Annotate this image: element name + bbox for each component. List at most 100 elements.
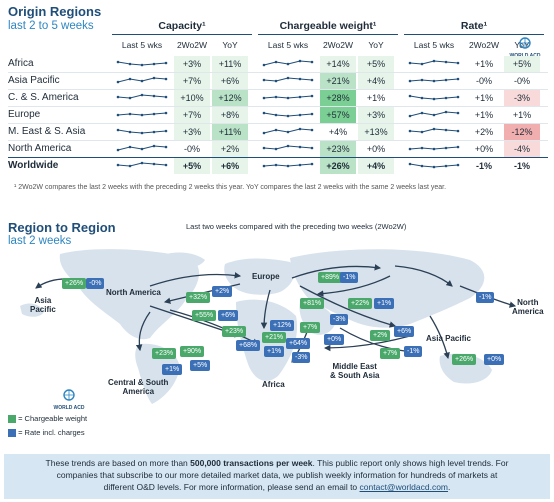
sparkline <box>262 127 314 135</box>
legend-rate: = Rate incl. charges <box>8 428 85 438</box>
contact-email-link[interactable]: contact@worldacd.com <box>359 482 449 492</box>
weight-change-tag: +23% <box>222 326 247 337</box>
label-central-south-america: Central & South America <box>108 378 169 396</box>
sparkline <box>262 94 314 100</box>
sparkline <box>116 111 168 117</box>
banner-line-3: different O&D levels. For more informati… <box>103 482 451 492</box>
map-caption: Last two weeks compared with the precedi… <box>186 222 407 231</box>
row-label: North America <box>8 143 72 154</box>
rate-change-tag: +1% <box>162 364 183 375</box>
globe-icon <box>63 389 75 401</box>
cell-rate-2w: +2% <box>474 127 494 137</box>
legend-blue-swatch <box>8 429 16 438</box>
origin-title: Origin Regions <box>8 4 102 19</box>
legend-blue-label: = Rate incl. charges <box>18 428 85 437</box>
legend-weight: = Chargeable weight <box>8 414 87 424</box>
rate-rule <box>404 34 544 35</box>
cell-rate-yoy: -12% <box>504 124 540 140</box>
sparkline <box>408 162 460 169</box>
cell-rate-yoy: +5% <box>504 56 540 72</box>
rate-last5-head: Last 5 wks <box>413 40 455 50</box>
sparkline <box>262 59 314 67</box>
sparkline <box>408 110 460 118</box>
sparkline <box>116 76 168 84</box>
label-middle-east: Middle East & South Asia <box>330 362 380 380</box>
weight-change-tag: +32% <box>186 292 211 303</box>
sparkline <box>408 59 460 66</box>
sparkline <box>408 94 460 101</box>
rate-change-tag: +12% <box>270 320 295 331</box>
cell-wt-2w: +21% <box>320 73 356 89</box>
weight-change-tag: +26% <box>452 354 477 365</box>
cell-rate-2w: +0% <box>474 144 494 154</box>
cell-wt-yoy: +1% <box>366 93 386 103</box>
cell-wt-2w: +23% <box>320 141 356 157</box>
cell-cap-yoy: +2% <box>212 141 248 157</box>
row-divider <box>8 89 548 90</box>
cell-cap-yoy: +12% <box>212 90 248 106</box>
cell-wt-2w: +14% <box>320 56 356 72</box>
label-asia-pacific-left: Asia Pacific <box>30 296 56 314</box>
cell-rate-yoy: -3% <box>504 90 540 106</box>
sparkline <box>408 77 460 83</box>
sparkline <box>262 111 314 118</box>
rate-change-tag: +1% <box>264 346 285 357</box>
cell-cap-yoy: +8% <box>212 107 248 123</box>
label-north-america: North America <box>106 288 161 297</box>
row-label: Asia Pacific <box>8 75 60 86</box>
sparkline <box>116 93 168 100</box>
rate-change-tag: +6% <box>218 310 239 321</box>
worldacd-logo-map: WORLD ACD <box>52 388 86 411</box>
logo-text: WORLD ACD <box>53 405 85 411</box>
cap-last5-head: Last 5 wks <box>121 40 163 50</box>
info-banner: These trends are based on more than 500,… <box>4 454 550 499</box>
rate-header: Rate¹ <box>460 20 488 32</box>
cell-cap-2w: +3% <box>174 56 210 72</box>
weight-change-tag: +81% <box>300 298 325 309</box>
row-label: Europe <box>8 109 41 120</box>
cap-yoy-head: YoY <box>222 40 238 50</box>
rate-change-tag: -3% <box>292 352 311 363</box>
cap-2w-head: 2Wo2W <box>176 40 208 50</box>
globe-icon <box>519 37 531 49</box>
row-label: Africa <box>8 58 34 69</box>
cell-rate-2w: -1% <box>475 161 492 171</box>
cell-wt-2w: +57% <box>320 107 356 123</box>
legend-green-swatch <box>8 415 16 424</box>
cell-cap-2w: +7% <box>174 73 210 89</box>
rate-change-tag: +64% <box>286 338 311 349</box>
wt-2w-head: 2Wo2W <box>322 40 354 50</box>
cell-rate-yoy: -1% <box>513 161 530 171</box>
cell-rate-2w: +1% <box>474 110 494 120</box>
weight-change-tag: +2% <box>370 330 391 341</box>
rate-change-tag: +0% <box>324 334 345 345</box>
cell-rate-2w: +1% <box>474 59 494 69</box>
label-asia-pacific: Asia Pacific <box>426 334 471 343</box>
row-divider <box>8 157 548 158</box>
cell-cap-yoy: +6% <box>212 158 248 174</box>
rate-change-tag: +5% <box>190 360 211 371</box>
wt-yoy-head: YoY <box>368 40 384 50</box>
region-title: Region to Region <box>8 220 116 235</box>
cell-rate-yoy: -4% <box>504 141 540 157</box>
sparkline <box>116 60 168 67</box>
rate-change-tag: -0% <box>86 278 105 289</box>
cell-cap-2w: -0% <box>183 144 200 154</box>
rate-change-tag: +6% <box>394 326 415 337</box>
sparkline <box>408 127 460 134</box>
weight-header: Chargeable weight¹ <box>279 20 377 32</box>
cell-cap-2w: +3% <box>174 124 210 140</box>
rate-change-tag: +2% <box>212 286 233 297</box>
cell-cap-2w: +10% <box>174 90 210 106</box>
banner-line-2: companies that subscribe to our more det… <box>56 470 498 480</box>
world-map <box>20 249 517 404</box>
cell-wt-yoy: +3% <box>358 107 394 123</box>
rate-yoy-head: YoY <box>514 40 530 50</box>
cell-rate-yoy: +1% <box>512 110 532 120</box>
cell-cap-yoy: +11% <box>212 56 248 72</box>
rate-change-tag: +0% <box>484 354 505 365</box>
cell-cap-yoy: +6% <box>212 73 248 89</box>
weight-change-tag: +21% <box>262 332 287 343</box>
rate-change-tag: -1% <box>340 272 359 283</box>
cell-wt-yoy: +5% <box>358 56 394 72</box>
